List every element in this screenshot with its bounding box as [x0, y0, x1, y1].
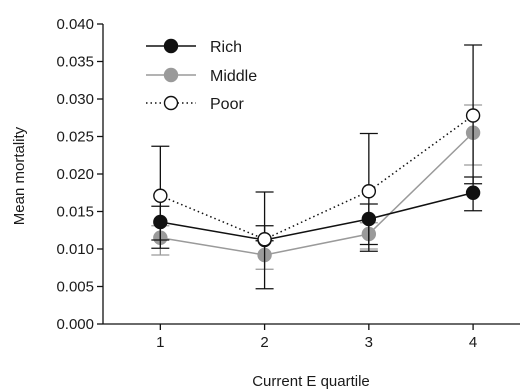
legend-label: Middle [210, 68, 257, 85]
legend-label: Rich [210, 39, 242, 56]
data-point [465, 185, 481, 200]
y-tick-label: 0.040 [56, 16, 94, 33]
series-layer [151, 44, 483, 290]
series-line-rich [160, 192, 474, 241]
x-tick-label: 3 [365, 334, 373, 351]
y-tick-label: 0.005 [56, 279, 94, 296]
series-poor [151, 44, 483, 247]
axes: 0.000 0.005 0.010 0.015 0.020 0.025 0.030 0.035… [56, 16, 520, 351]
y-axis-title: Mean mortality [11, 126, 28, 225]
legend-marker [163, 95, 179, 111]
y-tick-label: 0.015 [56, 204, 94, 221]
y-tick-label: 0.020 [56, 166, 94, 183]
x-tick-label: 1 [156, 334, 164, 351]
y-tick-label: 0.000 [56, 316, 94, 333]
legend-marker [163, 38, 179, 54]
data-point [257, 232, 272, 247]
x-tick-label: 2 [260, 334, 268, 351]
y-tick-label: 0.035 [56, 54, 94, 71]
y-tick-label: 0.010 [56, 241, 94, 258]
legend-marker [163, 67, 179, 83]
y-tick-label: 0.030 [56, 91, 94, 108]
legend-label: Poor [210, 96, 244, 113]
data-point [153, 188, 168, 203]
data-point [465, 108, 481, 123]
series-line-middle [160, 132, 474, 256]
series-rich [151, 176, 483, 290]
x-tick-label: 4 [469, 334, 477, 351]
legend: Rich Middle Poor [146, 38, 257, 113]
y-tick-label: 0.025 [56, 129, 94, 146]
data-point [361, 184, 377, 199]
series-middle [151, 104, 483, 270]
x-axis-title: Current E quartile [252, 373, 370, 390]
